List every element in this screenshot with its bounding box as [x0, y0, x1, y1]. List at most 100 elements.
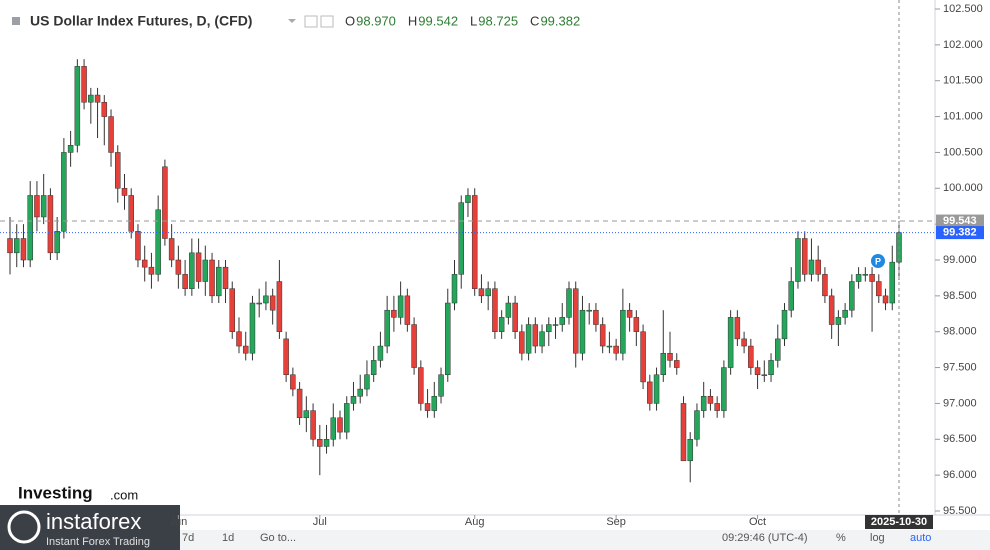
candle-body [660, 352, 667, 375]
candle-body [559, 317, 566, 325]
candle-body [101, 101, 108, 117]
candle-body [249, 302, 256, 354]
candle-body [141, 259, 148, 268]
toolbar-button[interactable]: 7d [182, 532, 194, 544]
candle-body [115, 152, 121, 189]
candle-body [687, 439, 693, 462]
header: US Dollar Index Futures, D, (CFD) O 98.97… [12, 13, 580, 29]
candle-body [599, 324, 606, 347]
cursor-date: 2025-10-30 [871, 516, 927, 528]
candle-body [775, 338, 781, 361]
candle-body [337, 417, 343, 433]
candle-body [121, 188, 128, 196]
candle-body [20, 238, 27, 261]
marker-badge [871, 254, 885, 268]
candle-body [27, 195, 33, 261]
ohlc-value: 98.970 [356, 13, 396, 28]
candle-body [182, 274, 188, 289]
y-tick-label: 98.000 [943, 326, 977, 338]
candle-body [849, 281, 855, 311]
candle-body [296, 388, 303, 419]
candle-body [40, 195, 47, 218]
logo: instaforex [46, 509, 141, 534]
candle-body [795, 238, 801, 282]
candle-body [451, 274, 458, 304]
y-tick-label: 102.000 [943, 39, 983, 51]
price-tag-bg [936, 214, 984, 228]
candle-body [754, 367, 761, 375]
candle-body [323, 439, 330, 447]
candle-body [357, 388, 363, 397]
toolbar-button[interactable]: Go to... [260, 532, 296, 544]
y-tick-label: 95.500 [943, 505, 977, 517]
toolbar-button[interactable]: 1d [222, 532, 234, 544]
plot-area [7, 59, 902, 483]
candle-body [310, 410, 316, 440]
y-tick-label: 98.500 [943, 290, 977, 302]
candle-body [108, 116, 114, 153]
candle-body [674, 360, 680, 368]
candle-body [633, 317, 640, 332]
candle-body [411, 324, 417, 368]
dropdown-icon [288, 19, 296, 23]
candle-body [81, 66, 87, 103]
x-tick-label: Aug [465, 516, 485, 528]
candle-body [781, 309, 788, 340]
marker-label: P [875, 256, 881, 266]
settings-icon [320, 15, 334, 28]
candle-body [498, 317, 505, 332]
candle-body [828, 295, 835, 325]
candle-body [370, 360, 377, 375]
candle-body [242, 345, 249, 354]
ohlc-key: O [345, 13, 355, 28]
candle-body [593, 309, 599, 325]
y-tick-label: 100.000 [943, 182, 983, 194]
toggle[interactable]: auto [910, 532, 931, 544]
candle-body [67, 145, 74, 153]
x-tick-label: Jun [169, 516, 187, 528]
eye-icon [304, 15, 318, 28]
y-tick-label: 102.500 [943, 3, 983, 15]
candle-body [263, 295, 269, 304]
candle-body [680, 403, 687, 462]
candle-body [862, 274, 869, 276]
candle-body [438, 374, 444, 397]
candle-body [714, 403, 720, 411]
candle-body [552, 324, 559, 326]
candle-body [822, 274, 828, 297]
candle-body [694, 410, 700, 440]
y-tick-label: 101.500 [943, 75, 983, 87]
candle-body [620, 309, 626, 354]
toggle[interactable]: % [836, 532, 846, 544]
clock: 09:29:46 (UTC-4) [722, 532, 808, 544]
candle-body [445, 302, 451, 375]
candle-body [700, 396, 707, 411]
candle-body [707, 396, 714, 404]
cursor-date-bg [865, 515, 933, 529]
candle-body [572, 288, 579, 354]
ohlc-key: L [470, 13, 477, 28]
y-tick-label: 101.000 [943, 110, 983, 122]
candle-body [768, 360, 774, 375]
candle-body [88, 94, 94, 103]
price-tag: 99.382 [943, 227, 977, 239]
watermark-suffix: .com [110, 487, 138, 502]
toggle[interactable]: log [870, 532, 885, 544]
candle-body [882, 295, 889, 304]
candle-body [478, 288, 485, 297]
toolbar [0, 530, 990, 550]
candle-body [471, 195, 478, 289]
candle-body [229, 288, 235, 332]
candle-body [465, 195, 471, 203]
candle-body [216, 266, 222, 297]
candle-body [269, 295, 276, 311]
candle-body [391, 309, 397, 318]
candle-body [7, 238, 13, 254]
candle-body [222, 266, 229, 289]
candle-body [626, 309, 633, 318]
header-icon [12, 17, 20, 25]
candle-body [74, 66, 81, 146]
y-tick-label: 96.000 [943, 469, 977, 481]
candle-body [155, 209, 161, 275]
